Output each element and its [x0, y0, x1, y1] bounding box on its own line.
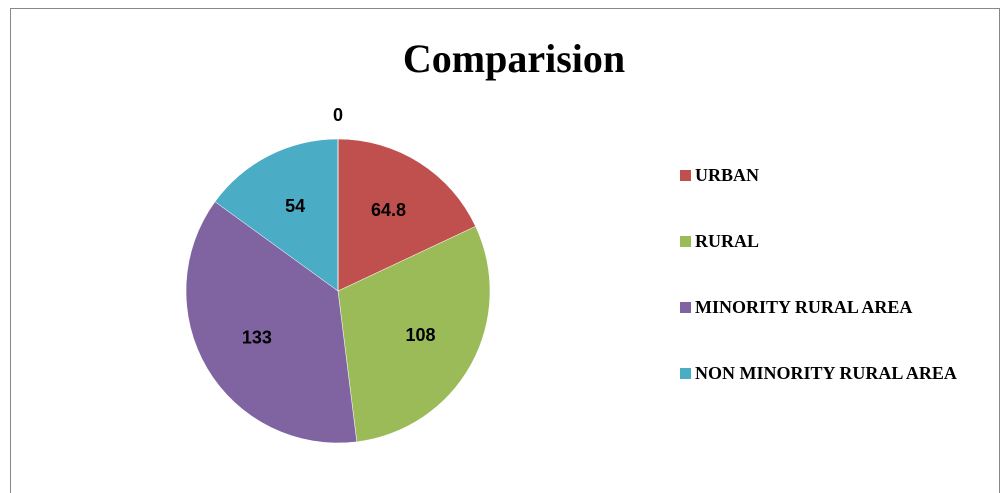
legend-item: URBAN: [680, 165, 980, 231]
data-label: 108: [406, 325, 436, 345]
pie-slice: [214, 138, 339, 292]
data-label: 54: [285, 196, 305, 216]
pie-slice: [337, 138, 476, 292]
chart-title: Comparision: [403, 36, 625, 81]
chart-border: [10, 8, 1000, 493]
pie-slice: [185, 201, 358, 444]
legend-item: NON MINORITY RURAL AREA: [680, 363, 980, 429]
legend-swatch: [680, 302, 691, 313]
legend-label: MINORITY RURAL AREA: [695, 297, 913, 317]
data-label: 133: [242, 328, 272, 348]
pie-slice: [337, 226, 491, 443]
legend-swatch: [680, 236, 691, 247]
legend: URBAN RURAL MINORITY RURAL AREA NON MINORIT…: [680, 165, 980, 429]
legend-swatch: [680, 170, 691, 181]
data-label: 64.8: [371, 200, 406, 220]
legend-item: MINORITY RURAL AREA: [680, 297, 980, 363]
data-label: 0: [333, 105, 343, 125]
legend-label: URBAN: [695, 165, 760, 185]
legend-label: NON MINORITY RURAL AREA: [695, 363, 957, 383]
legend-item: RURAL: [680, 231, 980, 297]
legend-label: RURAL: [695, 231, 760, 251]
legend-swatch: [680, 368, 691, 379]
